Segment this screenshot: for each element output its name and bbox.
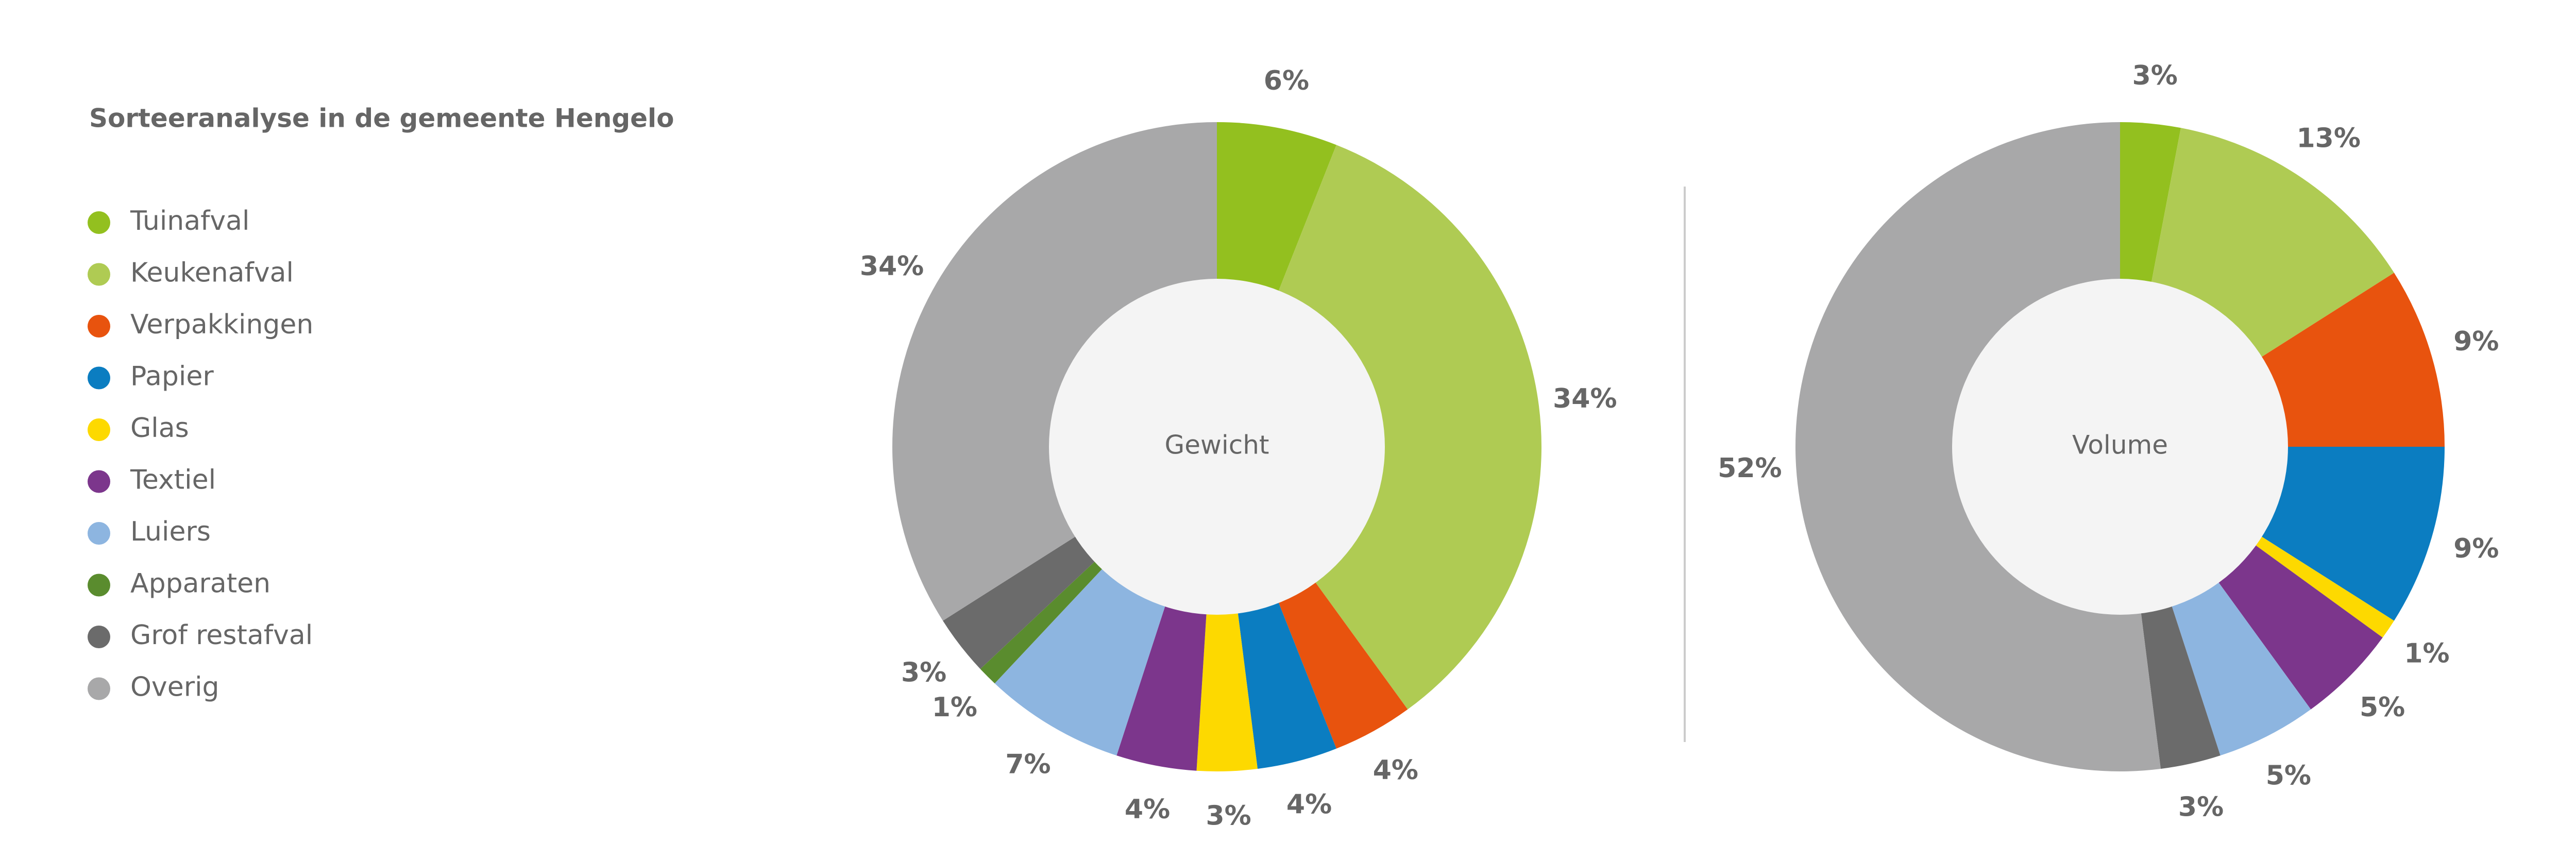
- donut-hole: [1952, 279, 2288, 615]
- data-label: 52%: [1718, 453, 1782, 484]
- data-label: 1%: [2404, 638, 2449, 669]
- legend-swatch: [88, 366, 110, 390]
- data-label: 13%: [2296, 123, 2360, 154]
- data-label: 3%: [2178, 792, 2224, 823]
- legend-swatch: [88, 574, 110, 597]
- legend-label: Keukenafval: [130, 258, 294, 289]
- center-label: Volume: [2072, 430, 2168, 460]
- data-label: 9%: [2453, 533, 2499, 564]
- data-label: 1%: [932, 692, 977, 723]
- legend-swatch: [88, 263, 110, 286]
- data-label: 3%: [2132, 60, 2178, 91]
- data-label: 3%: [901, 657, 946, 688]
- data-label: 4%: [1286, 789, 1332, 820]
- legend-swatch: [88, 677, 110, 700]
- legend-swatch: [88, 470, 110, 493]
- donut-hole: [1049, 279, 1385, 615]
- legend-swatch: [88, 626, 110, 648]
- legend-label: Overig: [130, 672, 219, 703]
- data-label: 9%: [2453, 326, 2499, 357]
- data-label: 4%: [1373, 755, 1418, 786]
- data-label: 3%: [1206, 801, 1251, 832]
- legend-swatch: [88, 522, 110, 545]
- data-label: 5%: [2360, 692, 2405, 723]
- legend-label: Apparaten: [130, 568, 270, 599]
- data-label: 7%: [1005, 749, 1050, 780]
- legend-label: Glas: [130, 413, 189, 444]
- legend-label: Papier: [130, 361, 214, 392]
- data-label: 6%: [1264, 65, 1309, 96]
- data-label: 34%: [1553, 383, 1617, 414]
- legend-swatch: [88, 315, 110, 338]
- legend-label: Luiers: [130, 516, 211, 547]
- legend-label: Tuinafval: [130, 206, 250, 237]
- legend-swatch: [88, 211, 110, 234]
- data-label: 34%: [860, 251, 924, 282]
- legend-label: Textiel: [130, 465, 216, 496]
- chart-title: Sorteeranalyse in de gemeente Hengelo: [89, 104, 674, 133]
- legend-label: Verpakkingen: [130, 309, 313, 340]
- legend-label: Grof restafval: [130, 620, 313, 651]
- data-label: 4%: [1125, 794, 1170, 825]
- center-label: Gewicht: [1164, 430, 1269, 460]
- legend-swatch: [88, 418, 110, 441]
- data-label: 5%: [2266, 761, 2311, 791]
